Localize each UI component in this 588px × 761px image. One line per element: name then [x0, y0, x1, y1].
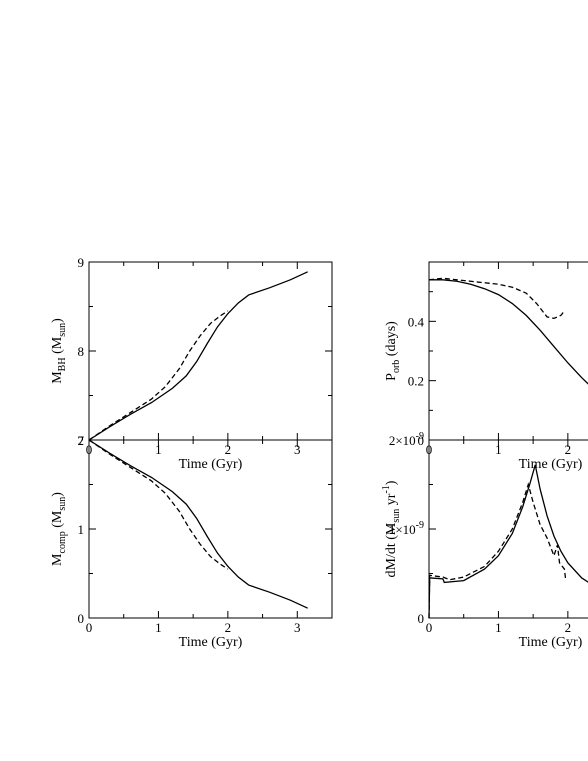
plot-frame — [428, 261, 588, 441]
y-tick-label: 0.4 — [408, 314, 425, 329]
label-part: (M — [50, 510, 65, 531]
series-line-solid — [428, 464, 588, 619]
y-tick-label: 0 — [418, 611, 425, 626]
label-part: M — [50, 553, 65, 566]
series-line-dashed — [88, 310, 229, 441]
label-part: -9 — [416, 520, 424, 531]
label-part: Time (Gyr) — [519, 635, 583, 650]
plot-frame — [88, 261, 333, 441]
x-tick-label: 2 — [225, 442, 232, 457]
label-part: -9 — [416, 431, 424, 442]
series-line-dashed — [428, 482, 567, 619]
y-axis-label: MBH (Msun) — [50, 318, 68, 384]
x-axis-label: Time (Gyr) — [519, 457, 583, 472]
y-tick-label: 2 — [78, 433, 85, 448]
x-tick-label: 3 — [294, 442, 301, 457]
label-part: 8 — [78, 344, 85, 359]
y-axis-label: Mcomp (Msun) — [50, 492, 68, 566]
label-part: 2 — [225, 620, 232, 635]
label-part: sun — [57, 497, 68, 511]
label-part: Time (Gyr) — [519, 457, 583, 472]
x-tick-label: 0 — [426, 620, 433, 635]
label-part: 1 — [495, 620, 502, 635]
x-tick-label: 3 — [294, 620, 301, 635]
y-tick-label: 0 — [78, 611, 85, 626]
label-part: ) — [50, 492, 65, 497]
label-part: sun — [57, 323, 68, 337]
label-part: 0 — [426, 620, 433, 635]
label-part: 0.4 — [408, 314, 425, 329]
series-line-solid — [88, 439, 308, 609]
label-part: 1 — [495, 442, 502, 457]
label-part: 2 — [78, 433, 85, 448]
label-part: M — [50, 371, 65, 384]
label-part: 3 — [294, 620, 301, 635]
series-line-dashed — [428, 277, 565, 320]
x-tick-label: 2 — [565, 620, 572, 635]
label-part: (days) — [384, 321, 399, 360]
label-part: dM/dt (M — [384, 522, 399, 577]
x-tick-label: 1 — [495, 442, 502, 457]
x-tick-label: 2 — [225, 620, 232, 635]
x-tick-label: 1 — [155, 442, 162, 457]
label-part: 0 — [86, 620, 93, 635]
label-part: Time (Gyr) — [179, 457, 243, 472]
label-part: 0 — [78, 611, 85, 626]
x-tick-label: 2 — [565, 442, 572, 457]
y-axis-label: Porb (days) — [384, 321, 402, 381]
label-part: ) — [50, 318, 65, 323]
series-line-solid — [88, 271, 308, 441]
y-tick-label: 2×10-9 — [389, 431, 424, 448]
y-tick-label: 9 — [78, 255, 85, 270]
label-part: 3 — [294, 442, 301, 457]
x-axis-label: Time (Gyr) — [179, 457, 243, 472]
series-line-solid — [429, 279, 588, 385]
label-part: 2×10 — [389, 433, 416, 448]
label-part: 1 — [155, 620, 162, 635]
y-tick-label: 7 — [78, 433, 85, 448]
y-tick-label: 1 — [78, 522, 85, 537]
label-part: 1 — [155, 442, 162, 457]
series-line-dashed — [88, 439, 229, 570]
label-part: 0.2 — [408, 374, 424, 389]
y-tick-label: 0.2 — [408, 374, 424, 389]
label-part: 1×10 — [389, 522, 416, 537]
label-part: BH — [57, 357, 68, 371]
label-part: P — [384, 373, 399, 381]
x-axis-label: Time (Gyr) — [519, 635, 583, 650]
y-tick-label: 1×10-9 — [389, 520, 424, 537]
label-part: 9 — [78, 255, 85, 270]
label-part: orb — [391, 360, 402, 373]
label-part: Time (Gyr) — [179, 635, 243, 650]
y-tick-label: 8 — [78, 344, 85, 359]
x-tick-label: 1 — [155, 620, 162, 635]
x-tick-label: 0 — [86, 620, 93, 635]
label-part: 2 — [565, 620, 572, 635]
label-part: 2 — [565, 442, 572, 457]
label-part: 0 — [418, 611, 425, 626]
label-part: 1 — [78, 522, 85, 537]
y-axis-label: dM/dt (Msun yr-1) — [381, 480, 402, 577]
label-part: -1 — [381, 485, 392, 493]
label-part: (M — [50, 336, 65, 357]
label-part: 7 — [78, 433, 85, 448]
x-axis-label: Time (Gyr) — [179, 635, 243, 650]
y-tick-label: 0 — [418, 433, 425, 448]
x-tick-label: 1 — [495, 620, 502, 635]
label-part: 0 — [418, 433, 425, 448]
label-part: sun — [391, 509, 402, 523]
label-part: 2 — [225, 442, 232, 457]
label-part: yr — [384, 493, 399, 509]
label-part: ) — [384, 480, 399, 485]
label-part: comp — [57, 531, 68, 553]
